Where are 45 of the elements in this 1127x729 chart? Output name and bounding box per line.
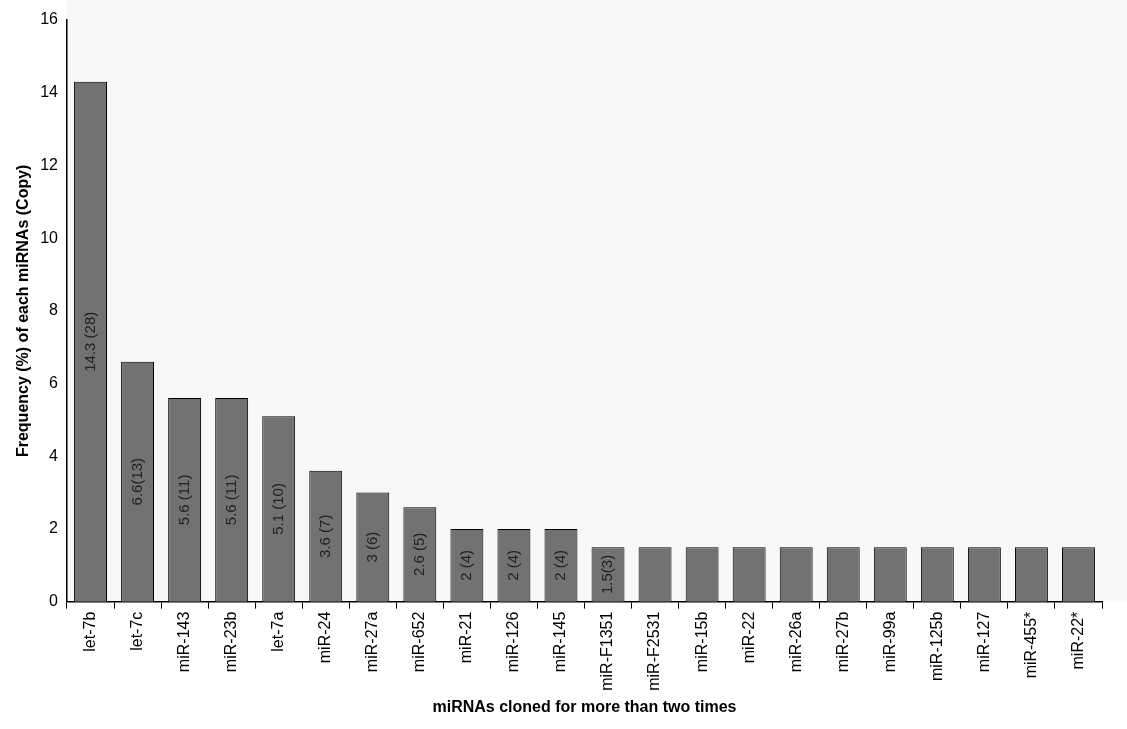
data-label: 2 (4)	[551, 549, 569, 581]
x-tick-label: miR-143	[175, 611, 193, 673]
x-tick-label: miR-652	[410, 611, 428, 673]
y-tick-label: 10	[40, 228, 59, 246]
x-tick-label: miR-22*	[1068, 611, 1086, 670]
y-tick-label: 8	[49, 301, 59, 319]
x-tick-label: miR-99a	[880, 611, 898, 673]
x-tick-label: miR-F2531	[645, 611, 663, 691]
x-tick-label: miR-23b	[222, 611, 240, 673]
data-label: 6.6(13)	[127, 457, 145, 506]
x-tick-label: miR-22	[739, 611, 757, 664]
y-tick-label: 2	[49, 519, 59, 537]
x-tick-label: let-7b	[80, 611, 98, 652]
data-label: 5.1 (10)	[268, 483, 286, 535]
x-tick-label: miR-24	[316, 611, 334, 664]
x-tick-label: miR-125b	[927, 611, 945, 682]
x-tick-label: miR-27b	[833, 611, 851, 673]
data-label: 2.6 (5)	[409, 532, 427, 577]
data-label: 14.3 (28)	[80, 311, 98, 372]
x-tick-label: let-7c	[127, 611, 145, 651]
data-label: 1.5(3)	[598, 554, 616, 594]
data-label: 3.6 (7)	[315, 514, 333, 558]
x-tick-label: miR-455*	[1021, 611, 1039, 679]
y-tick-label: 16	[40, 10, 59, 28]
y-axis-title: Frequency (%) of each miRNAs (Copy)	[14, 164, 32, 458]
y-tick-label: 14	[40, 83, 59, 101]
x-tick-label: miR-26a	[786, 611, 804, 673]
data-label: 2 (4)	[504, 549, 522, 581]
y-tick-label: 12	[40, 155, 59, 173]
y-tick-label: 6	[49, 373, 59, 391]
x-tick-label: miR-127	[974, 611, 992, 673]
data-label: 5.6 (11)	[174, 474, 192, 526]
data-label: 5.6 (11)	[221, 474, 239, 526]
y-tick-label: 4	[49, 446, 59, 464]
x-tick-label: miR-15b	[692, 611, 710, 673]
y-tick-label: 0	[49, 592, 59, 610]
x-tick-label: miR-21	[457, 611, 475, 664]
x-tick-label: miR-145	[551, 611, 569, 673]
data-label: 2 (4)	[457, 549, 475, 581]
x-tick-label: let-7a	[269, 611, 287, 652]
x-tick-label: miR-F1351	[598, 611, 616, 691]
x-tick-label: miR-27a	[363, 611, 381, 673]
x-tick-label: miR-126	[504, 611, 522, 673]
x-axis-title: miRNAs cloned for more than two times	[432, 697, 737, 715]
data-label: 3 (6)	[362, 531, 380, 563]
